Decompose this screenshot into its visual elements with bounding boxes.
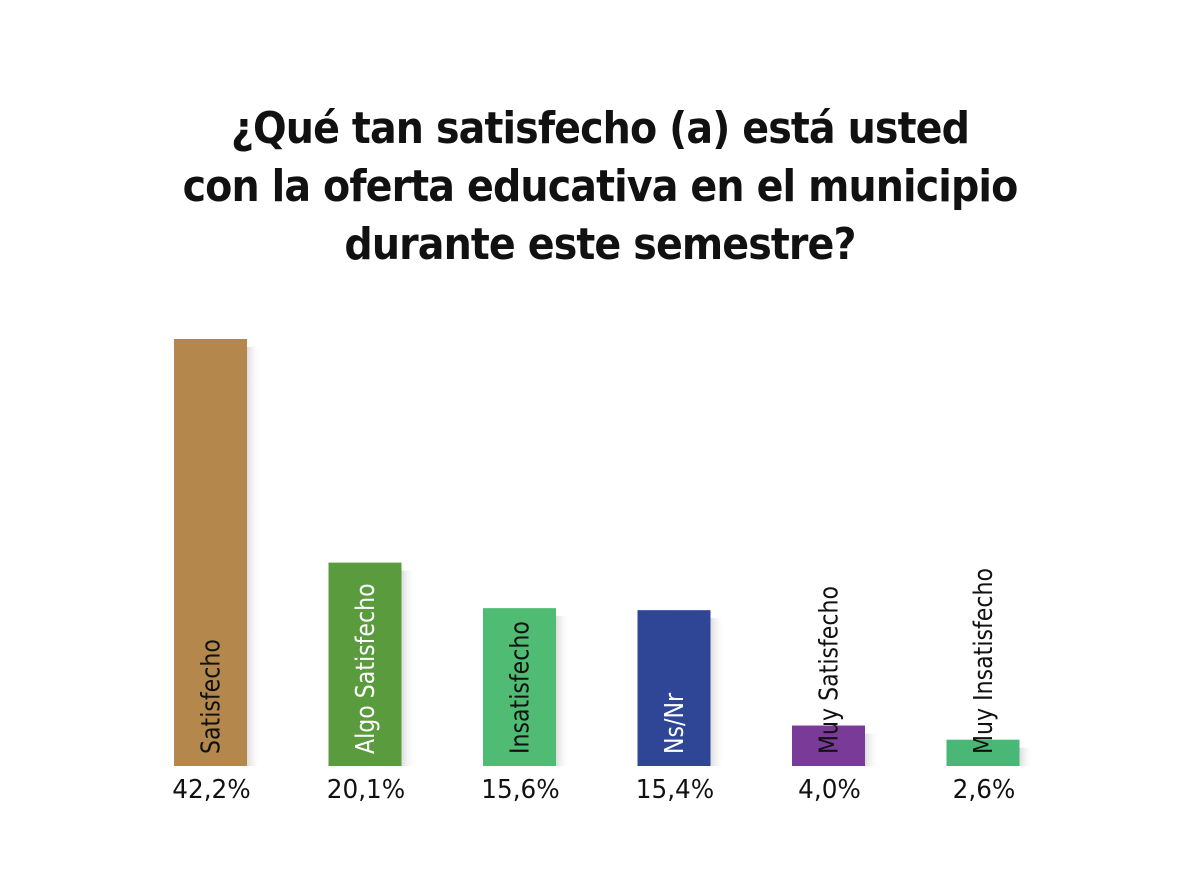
chart-title-line: durante este semestre? — [344, 219, 856, 270]
bar-shadow — [401, 570, 416, 766]
bar-category-label: Satisfecho — [196, 639, 226, 754]
bar-shadow — [247, 347, 261, 766]
bar-value-label: 15,4% — [636, 773, 714, 804]
bar-value-label: 2,6% — [953, 773, 1016, 804]
bar-category-label: Ns/Nr — [659, 693, 689, 754]
bar-shadow — [1019, 747, 1034, 766]
bar-category-label: Muy Satisfecho — [814, 586, 844, 754]
chart-title-line: con la oferta educativa en el municipio — [182, 161, 1019, 212]
bar — [946, 739, 1020, 766]
chart-title: ¿Qué tan satisfecho (a) está usted con l… — [0, 100, 1200, 274]
bar — [328, 562, 402, 766]
bar — [483, 608, 556, 766]
bar-value-label: 20,1% — [327, 773, 405, 804]
bar — [792, 725, 865, 766]
bar — [637, 610, 711, 766]
bar-value-label: 4,0% — [798, 773, 861, 804]
bar-shadow — [865, 733, 879, 766]
bar-value-label: 15,6% — [481, 773, 559, 804]
bar-category-label: Muy Insatisfecho — [968, 568, 998, 754]
bar-shadow — [556, 616, 570, 766]
bar-category-label: Algo Satisfecho — [350, 583, 380, 754]
bars-layer: Satisfecho 42,2% Algo Satisfecho 20,1% Insat… — [172, 339, 1034, 804]
bar-category-label: Insatisfecho — [505, 621, 535, 754]
chart-title-line: ¿Qué tan satisfecho (a) está usted — [230, 103, 970, 154]
bar-shadow — [710, 618, 725, 766]
bar-value-label: 42,2% — [172, 773, 250, 804]
bar — [174, 339, 247, 766]
